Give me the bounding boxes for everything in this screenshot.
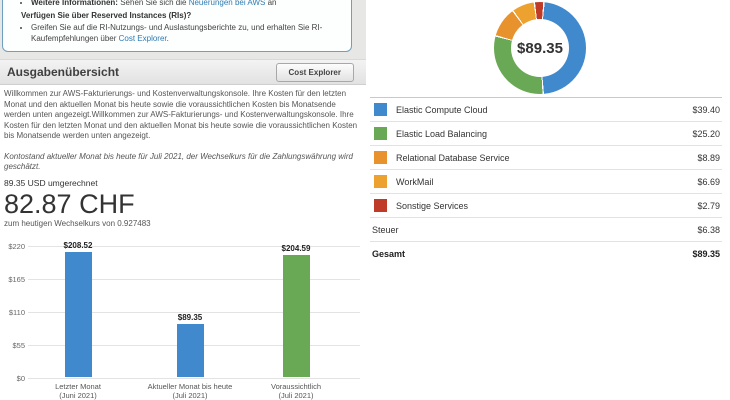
billing-right-column: $89.35 Elastic Compute Cloud $39.40 Elasti… [366, 0, 730, 400]
info-bullet-ri-reports: Greifen Sie auf die RI-Nutzungs- und Aus… [31, 22, 343, 44]
billing-left-column: Weitere Informationen: Sehen Sie sich di… [0, 0, 366, 400]
y-tick-label: $110 [8, 307, 25, 317]
y-tick-label: $165 [8, 274, 25, 284]
tax-row: Steuer $6.38 [370, 217, 722, 241]
service-row: Elastic Compute Cloud $39.40 [370, 97, 722, 121]
total-label: Gesamt [372, 248, 406, 259]
service-cost: $2.79 [697, 200, 720, 211]
service-name: WorkMail [396, 176, 434, 187]
tax-label: Steuer [372, 224, 399, 235]
service-cost: $39.40 [692, 104, 720, 115]
bullet-suffix: an [265, 0, 277, 7]
ri-info-box: Weitere Informationen: Sehen Sie sich di… [2, 0, 352, 52]
info-bullet-list: Weitere Informationen: Sehen Sie sich di… [21, 0, 343, 8]
legend-swatch-icon [374, 151, 387, 164]
bar-value-label: $204.59 [281, 243, 311, 253]
spend-bar [176, 323, 204, 378]
spend-donut-chart: $89.35 [494, 2, 586, 94]
info-bullet-whats-new: Weitere Informationen: Sehen Sie sich di… [31, 0, 343, 8]
x-axis-category-label: Aktueller Monat bis heute (Juli 2021) [147, 381, 233, 400]
bullet-bold-label: Weitere Informationen: [31, 0, 118, 7]
usd-converted-line: 89.35 USD umgerechnet [4, 177, 98, 188]
gridline [28, 377, 360, 379]
y-tick-label: $0 [16, 373, 25, 383]
service-row: Elastic Load Balancing $25.20 [370, 121, 722, 145]
spend-bar [64, 252, 92, 378]
legend-swatch-icon [374, 175, 387, 188]
monthly-spend-bar-chart: $220 $165 $110 $55 $0 $208.52 Letzter Monat (J… [4, 237, 362, 400]
service-cost-table: Elastic Compute Cloud $39.40 Elastic Load … [370, 97, 722, 265]
legend-swatch-icon [374, 199, 387, 212]
y-tick-label: $55 [12, 340, 25, 350]
y-tick-label: $220 [8, 241, 25, 251]
service-cost: $6.69 [697, 176, 720, 187]
service-row: Sonstige Services $2.79 [370, 193, 722, 217]
legend-swatch-icon [374, 127, 387, 140]
ri-question-heading: Verfügen Sie über Reserved Instances (RI… [21, 11, 192, 20]
service-cost: $25.20 [692, 128, 720, 139]
tax-value: $6.38 [697, 224, 720, 235]
spend-bar [282, 254, 310, 378]
spend-summary-body: Willkommen zur AWS-Fakturierungs- und Ko… [0, 85, 366, 400]
info-bullet-list: Greifen Sie auf die RI-Nutzungs- und Aus… [21, 22, 343, 44]
x-axis-category-label: Voraussichtlich (Juli 2021) [270, 381, 322, 400]
gridline [28, 245, 360, 247]
service-name: Sonstige Services [396, 200, 469, 211]
total-value: $89.35 [692, 248, 720, 259]
bar-value-label: $208.52 [63, 241, 93, 251]
legend-swatch-icon [374, 103, 387, 116]
service-row: Relational Database Service $8.89 [370, 145, 722, 169]
gridline [28, 278, 360, 280]
spend-summary-header: Ausgabenübersicht Cost Explorer [0, 59, 366, 85]
whats-new-link[interactable]: Neuerungen bei AWS [188, 0, 266, 7]
bar-value-label: $89.35 [177, 312, 203, 322]
cost-explorer-button[interactable]: Cost Explorer [275, 62, 354, 82]
service-cost: $8.89 [697, 152, 720, 163]
gridline [28, 311, 360, 313]
service-name: Elastic Load Balancing [396, 128, 488, 139]
welcome-text: Willkommen zur AWS-Fakturierungs- und Ko… [4, 89, 358, 140]
bullet-text: Greifen Sie auf die RI-Nutzungs- und Aus… [31, 23, 323, 43]
bullet-text: Sehen Sie sich die [117, 0, 189, 7]
donut-total-label: $89.35 [517, 39, 563, 57]
total-row: Gesamt $89.35 [370, 241, 722, 265]
bullet-suffix: . [166, 34, 169, 43]
service-name: Elastic Compute Cloud [396, 104, 488, 115]
service-name: Relational Database Service [396, 152, 510, 163]
service-row: WorkMail $6.69 [370, 169, 722, 193]
page-title: Ausgabenübersicht [7, 65, 120, 79]
x-axis-category-label: Letzter Monat (Juni 2021) [55, 381, 101, 400]
chf-amount: 82.87 CHF [4, 188, 135, 219]
donut-hole [511, 19, 569, 77]
exchange-rate-line: zum heutigen Wechselkurs von 0.927483 [4, 218, 151, 228]
estimate-note: Kontostand aktueller Monat bis heute für… [4, 151, 353, 172]
cost-explorer-link[interactable]: Cost Explorer [118, 34, 167, 43]
